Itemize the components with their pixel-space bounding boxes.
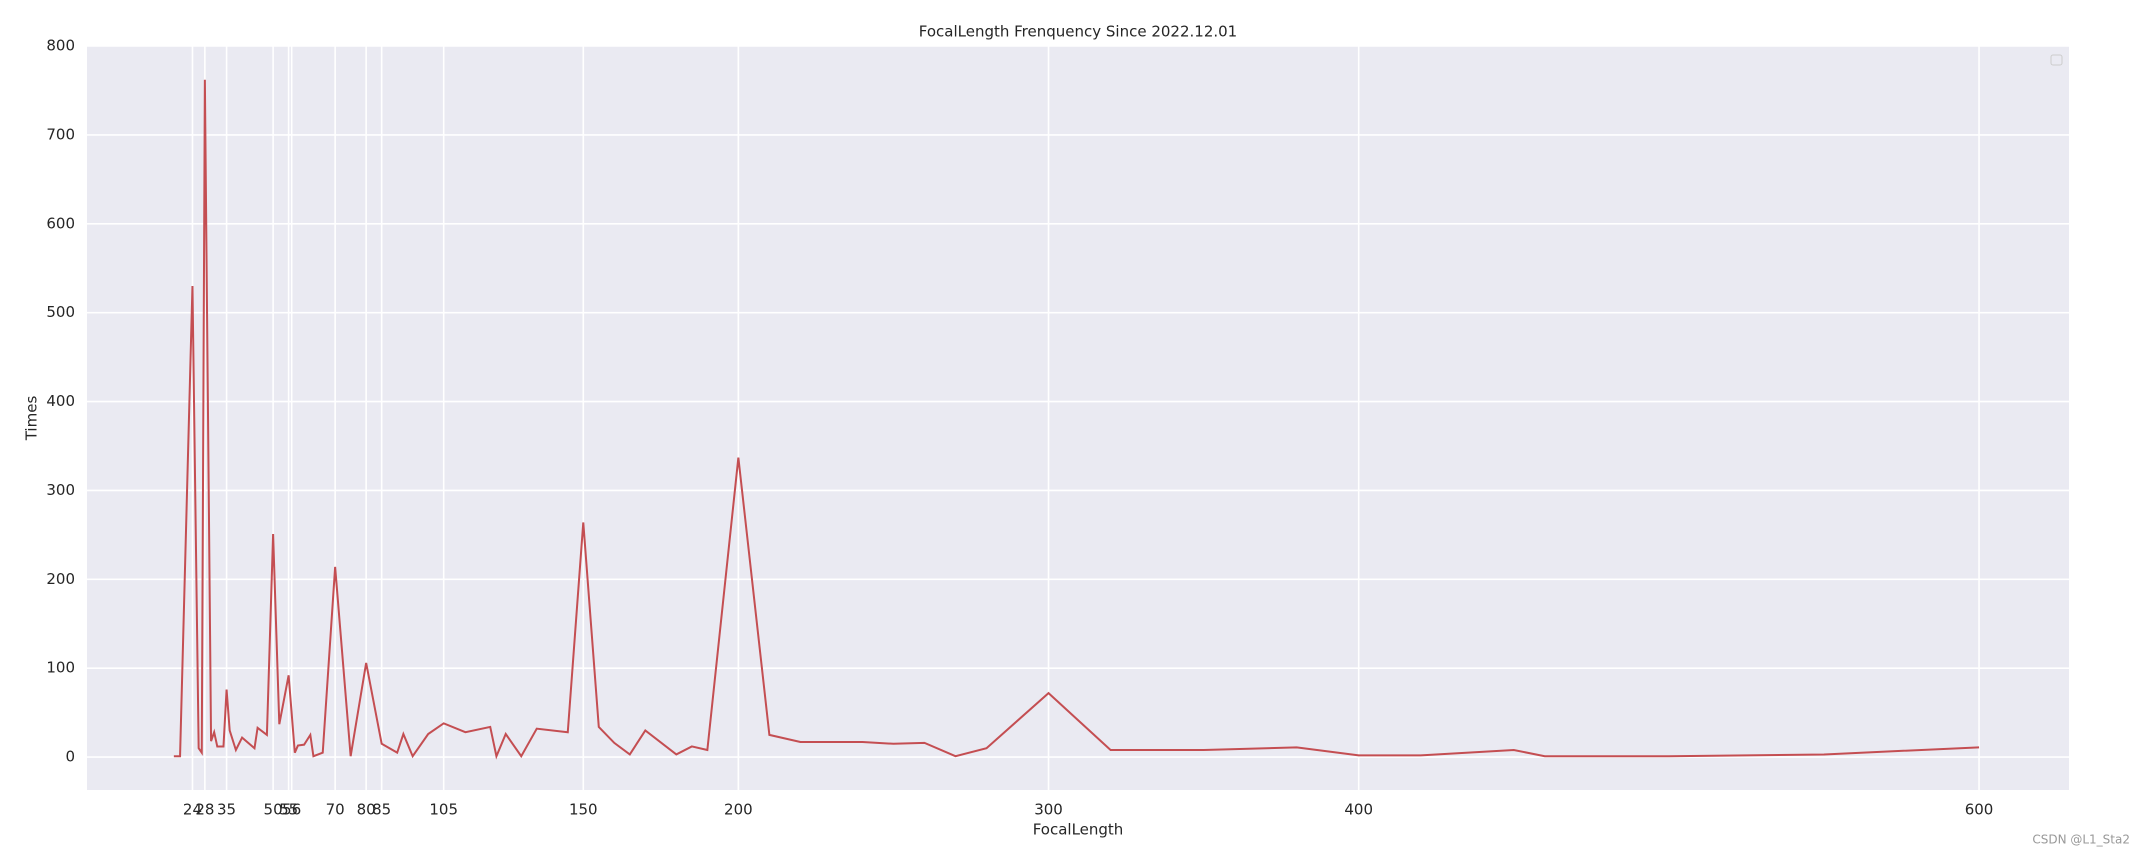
x-tick-label: 24 xyxy=(183,801,202,819)
legend xyxy=(2050,54,2063,66)
x-tick-label: 35 xyxy=(217,801,236,819)
x-tick-label: 105 xyxy=(429,801,458,819)
x-tick-label: 150 xyxy=(569,801,598,819)
y-tick-label: 200 xyxy=(46,570,75,588)
y-axis-label: Times xyxy=(23,396,41,442)
x-tick-label: 55 xyxy=(279,801,298,819)
y-tick-label: 100 xyxy=(46,659,75,677)
data-line xyxy=(173,79,1980,760)
plot-area xyxy=(87,46,2069,790)
y-tick-label: 800 xyxy=(46,37,75,55)
x-axis-label: FocalLength xyxy=(1033,821,1124,839)
y-tick-label: 0 xyxy=(65,748,75,766)
x-tick-label: 85 xyxy=(372,801,391,819)
y-tick-label: 700 xyxy=(46,125,75,143)
x-tick-label: 80 xyxy=(357,801,376,819)
x-tick-label: 300 xyxy=(1034,801,1063,819)
x-tick-label: 400 xyxy=(1344,801,1373,819)
x-tick-label: 28 xyxy=(195,801,214,819)
y-tick-label: 400 xyxy=(46,392,75,410)
y-tick-label: 600 xyxy=(46,214,75,232)
x-tick-label: 200 xyxy=(724,801,753,819)
x-tick-label: 56 xyxy=(282,801,301,819)
x-tick-label: 600 xyxy=(1965,801,1994,819)
x-tick-label: 50 xyxy=(264,801,283,819)
x-tick-label: 70 xyxy=(326,801,345,819)
watermark: CSDN @L1_Sta2 xyxy=(2032,833,2130,847)
chart-title: FocalLength Frenquency Since 2022.12.01 xyxy=(919,23,1237,41)
y-tick-label: 300 xyxy=(46,481,75,499)
y-tick-label: 500 xyxy=(46,303,75,321)
